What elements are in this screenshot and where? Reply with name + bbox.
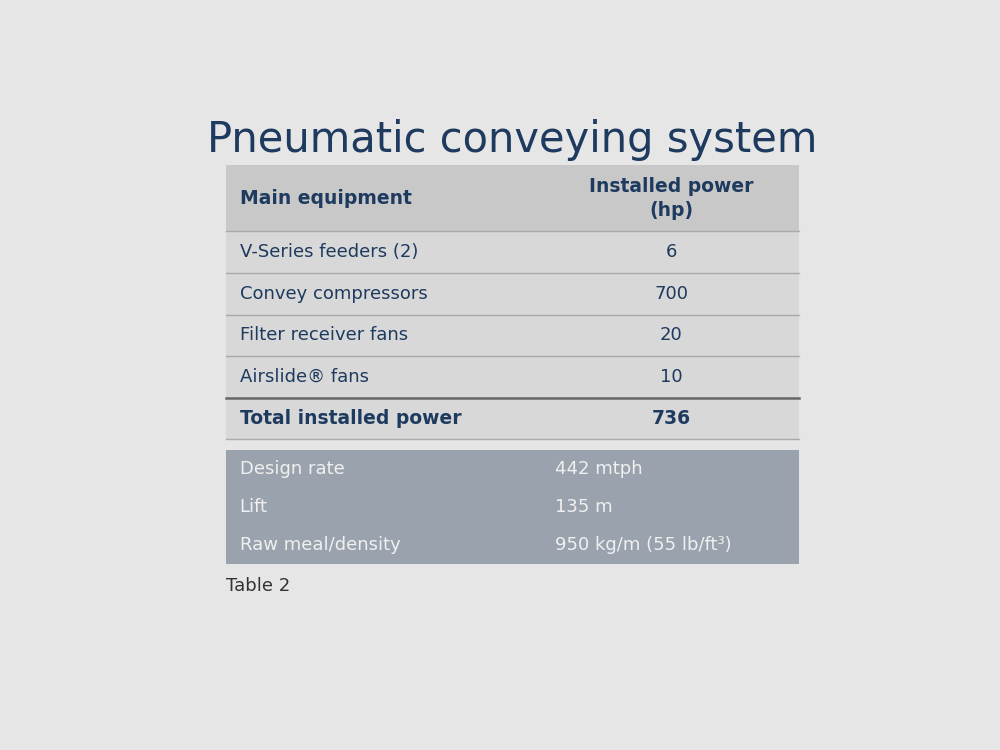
- Text: 10: 10: [660, 368, 683, 386]
- Text: 700: 700: [654, 285, 688, 303]
- Bar: [226, 356, 799, 398]
- Text: Convey compressors: Convey compressors: [240, 285, 427, 303]
- Text: Main equipment: Main equipment: [240, 189, 412, 208]
- Text: 20: 20: [660, 326, 683, 344]
- Text: Table 2: Table 2: [226, 577, 290, 595]
- Text: 736: 736: [652, 409, 691, 428]
- Text: 135 m: 135 m: [555, 498, 613, 516]
- Bar: [226, 398, 799, 439]
- Text: Design rate: Design rate: [240, 460, 344, 478]
- Bar: [226, 273, 799, 315]
- Text: Installed power
(hp): Installed power (hp): [589, 177, 754, 220]
- Bar: [226, 232, 799, 273]
- Text: V-Series feeders (2): V-Series feeders (2): [240, 243, 418, 261]
- Text: Lift: Lift: [240, 498, 268, 516]
- Text: 950 kg/m (55 lb/ft³): 950 kg/m (55 lb/ft³): [555, 536, 732, 554]
- Text: 6: 6: [666, 243, 677, 261]
- Text: 442 mtph: 442 mtph: [555, 460, 643, 478]
- Text: Raw meal/density: Raw meal/density: [240, 536, 400, 554]
- Text: Filter receiver fans: Filter receiver fans: [240, 326, 408, 344]
- Bar: [226, 315, 799, 356]
- Text: Pneumatic conveying system: Pneumatic conveying system: [207, 118, 818, 161]
- Text: Total installed power: Total installed power: [240, 409, 461, 428]
- Text: Airslide® fans: Airslide® fans: [240, 368, 369, 386]
